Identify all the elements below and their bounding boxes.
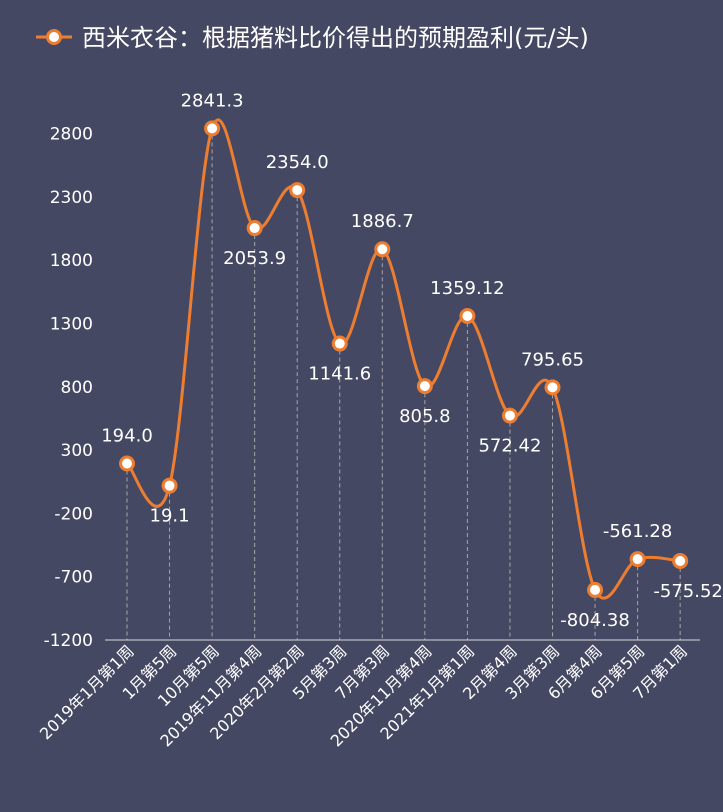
data-label: -561.28 — [603, 521, 672, 542]
legend-label: 西米衣谷：根据猪料比价得出的预期盈利(元/头) — [82, 24, 589, 52]
data-point-marker — [119, 455, 135, 472]
legend: 西米衣谷：根据猪料比价得出的预期盈利(元/头) — [36, 24, 589, 52]
data-label: 805.8 — [399, 406, 451, 427]
series-line — [125, 118, 681, 600]
data-point-marker — [672, 552, 689, 569]
data-point-marker — [246, 220, 263, 237]
data-label: 194.0 — [101, 426, 153, 447]
y-axis-ticks: 2800 2300 1800 1300 800 300 -200 -700 -1200 — [44, 125, 93, 651]
data-label: 795.65 — [521, 349, 584, 370]
y-tick-label: 2300 — [50, 188, 93, 208]
data-label: 19.1 — [150, 506, 190, 527]
data-label: 572.42 — [478, 436, 541, 457]
data-point-marker — [501, 407, 518, 424]
data-point-marker — [587, 581, 604, 598]
data-point-marker — [331, 335, 348, 352]
data-point-marker — [544, 379, 561, 396]
drop-lines — [126, 128, 681, 640]
data-label: 2841.3 — [181, 90, 244, 111]
x-axis-ticks: 2019年1月第1周1月第5周10月第5周2019年11月第4周2020年2月第… — [36, 641, 691, 750]
y-tick-label: 300 — [61, 441, 93, 461]
data-label: 2354.0 — [266, 152, 329, 173]
y-tick-label: 800 — [61, 378, 93, 398]
data-point-marker — [629, 551, 646, 568]
y-tick-label: 2800 — [50, 125, 93, 145]
data-point-marker — [204, 120, 221, 137]
series-markers — [119, 120, 689, 598]
data-point-marker — [289, 182, 306, 199]
data-label: 1359.12 — [430, 278, 504, 299]
y-tick-label: -700 — [54, 568, 93, 588]
data-labels: 194.0 19.1 2841.3 2053.9 2354.0 1141.6 1886.7 8… — [101, 90, 723, 631]
y-tick-label: -1200 — [44, 631, 93, 651]
data-point-marker — [416, 378, 433, 395]
y-tick-label: -200 — [54, 504, 93, 524]
data-point-marker — [459, 308, 476, 325]
y-tick-label: 1300 — [50, 315, 93, 335]
data-point-marker — [374, 241, 391, 258]
data-label: -804.38 — [560, 610, 629, 631]
data-label: -575.52 — [653, 581, 722, 602]
data-label: 1886.7 — [351, 211, 414, 232]
legend-marker-icon — [46, 29, 62, 45]
data-label: 2053.9 — [223, 248, 286, 269]
y-tick-label: 1800 — [50, 251, 93, 271]
data-point-marker — [161, 477, 178, 494]
data-label: 1141.6 — [308, 364, 371, 385]
